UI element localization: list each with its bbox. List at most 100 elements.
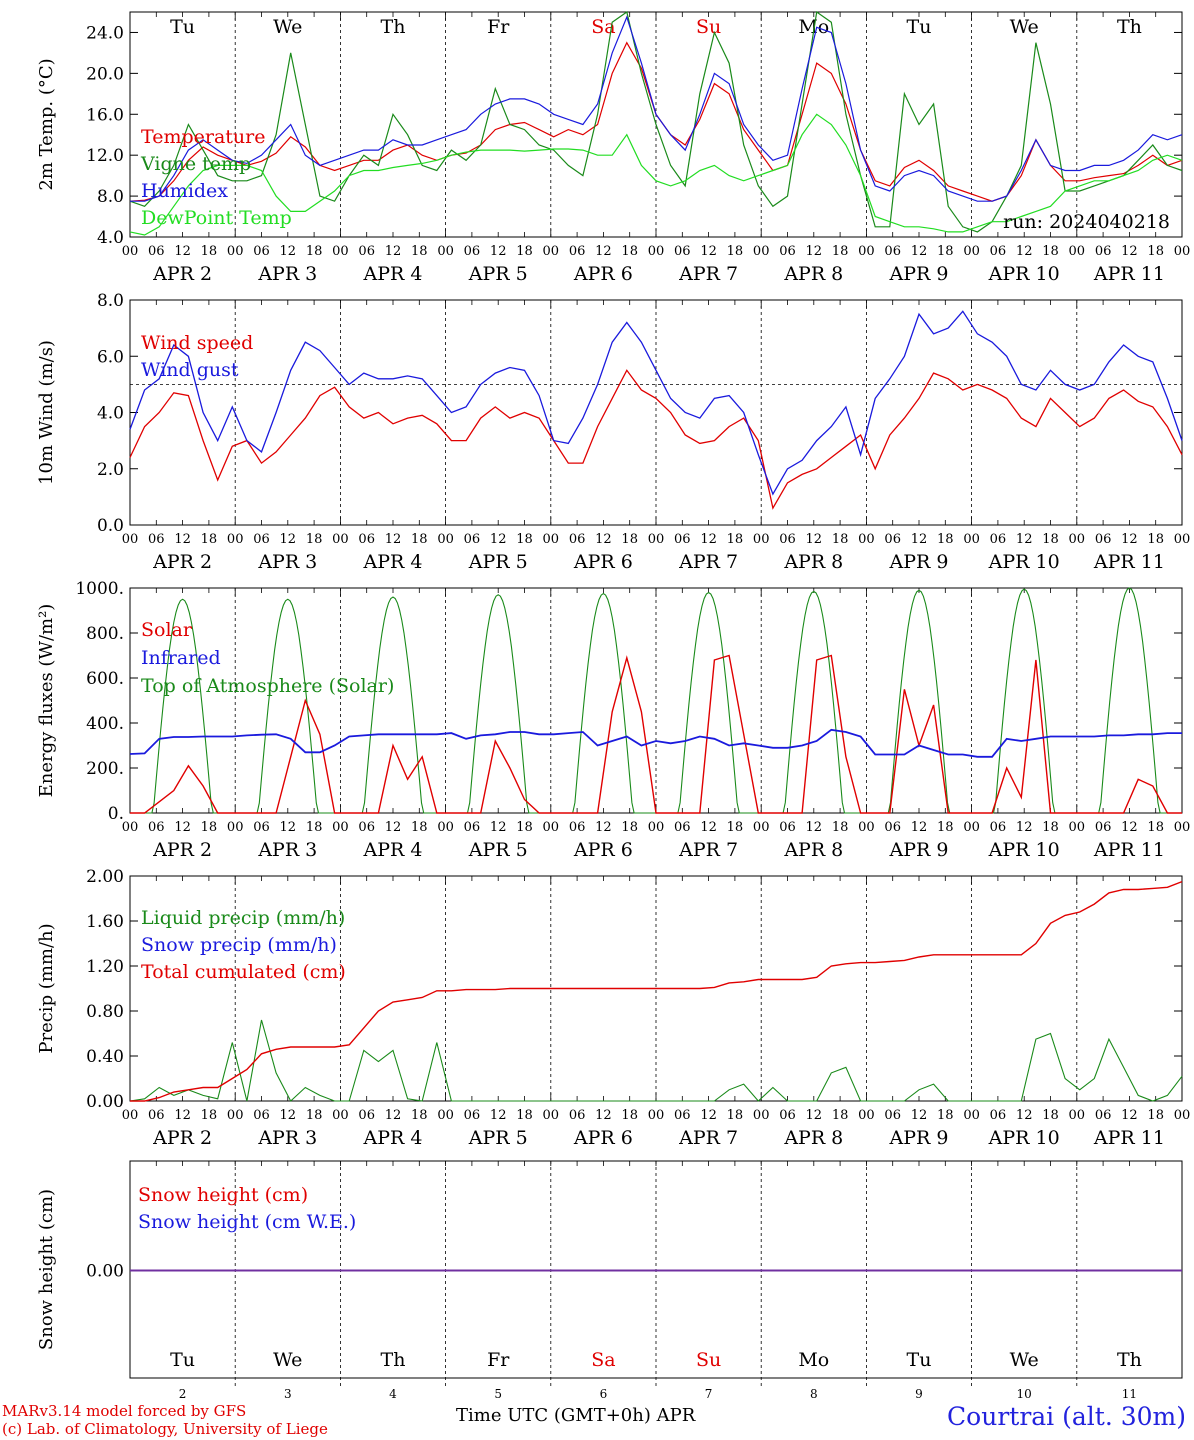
y-tick-label: 8.0 <box>97 291 124 311</box>
run-annotation: run: 2024040218 <box>1003 211 1170 233</box>
hour-tick-label: 12 <box>1016 532 1033 547</box>
series-line-green <box>130 587 1182 814</box>
hour-tick-label: 06 <box>779 820 796 835</box>
hour-tick-label: 00 <box>437 244 454 259</box>
hour-tick-label: 06 <box>358 244 375 259</box>
hour-tick-label: 06 <box>569 1108 586 1123</box>
hour-tick-label: 06 <box>464 1108 481 1123</box>
weekday-label: We <box>273 16 302 38</box>
date-number: 4 <box>389 1387 397 1401</box>
hour-tick-label: 18 <box>411 820 428 835</box>
hour-tick-label: 12 <box>911 532 928 547</box>
hour-tick-label: 18 <box>516 820 533 835</box>
hour-tick-label: 00 <box>963 820 980 835</box>
hour-tick-label: 12 <box>595 244 612 259</box>
hour-tick-label: 00 <box>1174 532 1191 547</box>
date-label: APR 6 <box>573 551 633 573</box>
hour-tick-label: 18 <box>1147 244 1164 259</box>
hour-tick-label: 12 <box>385 244 402 259</box>
hour-tick-label: 06 <box>253 1108 270 1123</box>
series-line-red <box>129 369 1183 510</box>
hour-tick-label: 12 <box>700 532 717 547</box>
date-label: APR 8 <box>783 263 843 285</box>
hour-tick-label: 06 <box>148 532 165 547</box>
hour-tick-label: 00 <box>858 532 875 547</box>
hour-tick-label: 06 <box>358 1108 375 1123</box>
hour-tick-label: 18 <box>411 1108 428 1123</box>
hour-tick-label: 12 <box>911 1108 928 1123</box>
hour-tick-label: 18 <box>621 820 638 835</box>
weekday-label: Tu <box>170 16 195 38</box>
weekday-label: Su <box>696 16 721 38</box>
hour-tick-label: 18 <box>1042 244 1059 259</box>
hour-tick-label: 00 <box>963 532 980 547</box>
legend-entry: Liquid precip (mm/h) <box>141 907 345 929</box>
date-number: 5 <box>494 1387 502 1401</box>
date-label: APR 7 <box>678 263 738 285</box>
hour-tick-label: 18 <box>937 1108 954 1123</box>
hour-tick-label: 00 <box>227 532 244 547</box>
date-label: APR 10 <box>988 551 1060 573</box>
hour-tick-label: 18 <box>201 1108 218 1123</box>
hour-tick-label: 00 <box>963 1108 980 1123</box>
hour-tick-label: 18 <box>306 244 323 259</box>
y-tick-label: 6.0 <box>97 347 124 367</box>
hour-tick-label: 00 <box>753 244 770 259</box>
y-tick-label: 20.0 <box>86 64 124 84</box>
hour-tick-label: 00 <box>858 1108 875 1123</box>
y-axis-title: 10m Wind (m/s) <box>36 340 57 485</box>
legend-entry: Infrared <box>141 647 221 669</box>
hour-tick-label: 06 <box>569 244 586 259</box>
series-line-blue <box>129 310 1183 496</box>
weekday-label: Sa <box>591 16 615 38</box>
series-line-lightgreen <box>129 113 1183 236</box>
weekday-label: Tu <box>170 1349 195 1371</box>
hour-tick-label: 00 <box>227 244 244 259</box>
hour-tick-label: 06 <box>779 244 796 259</box>
hour-tick-label: 06 <box>253 820 270 835</box>
date-label: APR 10 <box>988 839 1060 861</box>
panel-frame-1 <box>129 299 1183 526</box>
date-label: APR 11 <box>1093 1127 1165 1149</box>
hour-tick-label: 06 <box>464 244 481 259</box>
hour-tick-label: 00 <box>437 532 454 547</box>
y-tick-label: 0.00 <box>86 1092 124 1112</box>
date-label: APR 5 <box>468 551 528 573</box>
date-label: APR 6 <box>573 1127 633 1149</box>
hour-tick-label: 18 <box>306 532 323 547</box>
hour-tick-label: 00 <box>1069 532 1086 547</box>
hour-tick-label: 18 <box>516 1108 533 1123</box>
hour-tick-label: 06 <box>464 532 481 547</box>
date-label: APR 9 <box>889 551 949 573</box>
hour-tick-label: 06 <box>990 1108 1007 1123</box>
hour-tick-label: 12 <box>806 244 823 259</box>
hour-tick-label: 12 <box>174 532 191 547</box>
hour-tick-label: 12 <box>490 532 507 547</box>
legend-entry: DewPoint Temp <box>141 207 292 229</box>
hour-tick-label: 00 <box>332 532 349 547</box>
date-label: APR 9 <box>889 263 949 285</box>
y-tick-label: 2.0 <box>97 460 124 480</box>
hour-tick-label: 00 <box>858 244 875 259</box>
hour-tick-label: 00 <box>963 244 980 259</box>
weekday-label: Th <box>381 1349 406 1371</box>
legend-entry: Total cumulated (cm) <box>141 961 346 983</box>
y-tick-label: 0.0 <box>97 516 124 536</box>
y-axis-title: Precip (mm/h) <box>36 923 57 1053</box>
hour-tick-label: 00 <box>648 820 665 835</box>
hour-tick-label: 00 <box>858 820 875 835</box>
weekday-label: We <box>1010 1349 1039 1371</box>
legend-entry: Humidex <box>141 180 228 202</box>
date-number: 2 <box>179 1387 187 1401</box>
hour-tick-label: 06 <box>990 244 1007 259</box>
hour-tick-label: 06 <box>884 244 901 259</box>
hour-tick-label: 12 <box>806 1108 823 1123</box>
hour-tick-label: 00 <box>648 244 665 259</box>
model-credit: MARv3.14 model forced by GFS <box>2 1402 247 1420</box>
legend-entry: Top of Atmosphere (Solar) <box>141 675 394 697</box>
hour-tick-label: 18 <box>1042 532 1059 547</box>
hour-tick-label: 18 <box>832 244 849 259</box>
hour-tick-label: 00 <box>1069 820 1086 835</box>
weekday-label: Su <box>696 1349 721 1371</box>
